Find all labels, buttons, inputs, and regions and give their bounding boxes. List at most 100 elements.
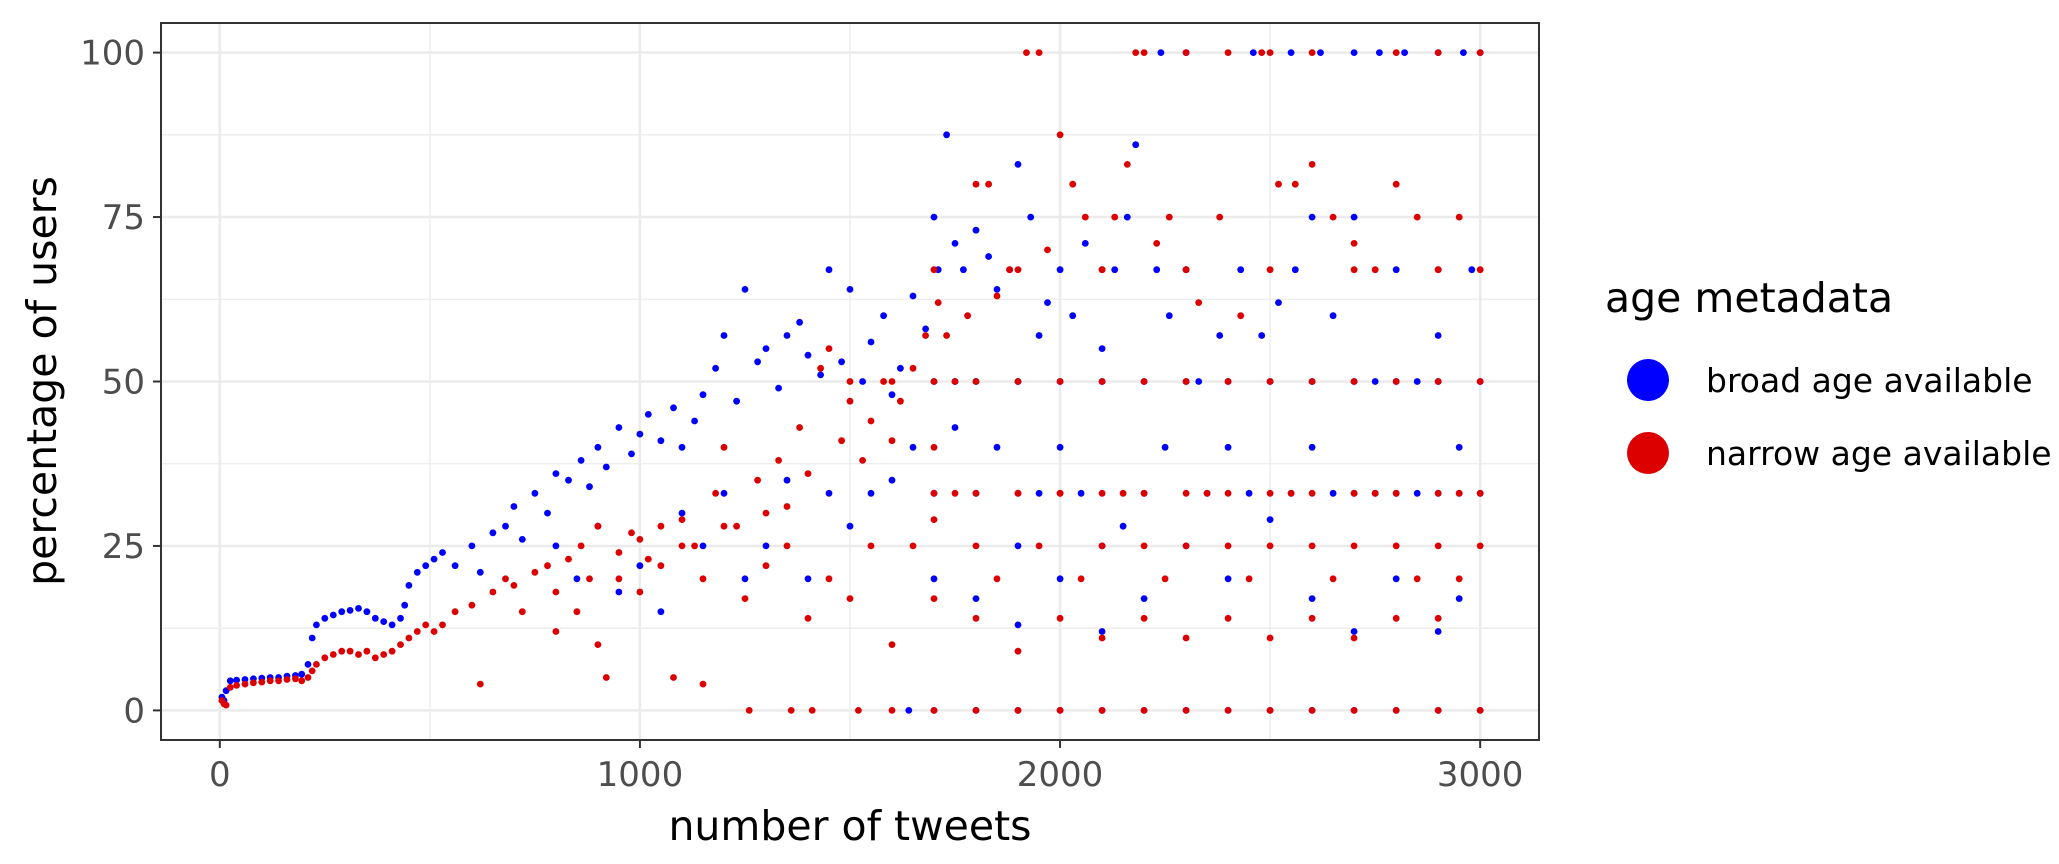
data-point [1111, 213, 1119, 221]
data-point [1077, 489, 1085, 497]
data-point [846, 595, 854, 602]
data-point [283, 676, 291, 683]
data-point [745, 707, 753, 714]
data-point [1434, 542, 1442, 550]
data-point [859, 457, 866, 464]
data-point [329, 651, 337, 658]
data-point [1140, 489, 1148, 497]
data-point [1266, 378, 1274, 385]
data-point [1476, 49, 1484, 56]
data-point [1249, 49, 1257, 56]
data-point [1182, 489, 1190, 497]
data-point [825, 575, 833, 583]
data-point [1329, 213, 1337, 221]
data-point [1056, 575, 1064, 583]
data-point [1266, 516, 1274, 523]
legend-key-broad-age [1627, 359, 1669, 401]
data-point [1308, 489, 1316, 497]
data-point [993, 286, 1001, 293]
data-point [1329, 575, 1337, 583]
data-point [586, 483, 593, 491]
data-point [1291, 180, 1299, 188]
data-point [531, 489, 539, 497]
data-point [1413, 489, 1421, 497]
data-point [1140, 378, 1148, 385]
data-point [783, 503, 791, 510]
data-point [1266, 489, 1274, 497]
data-point [1182, 378, 1190, 385]
data-point [972, 180, 980, 188]
data-point [1044, 246, 1051, 254]
data-point [313, 661, 320, 668]
data-point [934, 299, 942, 306]
data-point [1014, 161, 1022, 168]
data-point [922, 325, 929, 333]
data-point [602, 674, 610, 681]
data-point [1350, 634, 1358, 642]
data-point [1182, 542, 1190, 550]
data-point [678, 542, 686, 550]
data-point [867, 542, 875, 550]
data-point [972, 489, 980, 497]
data-point [699, 391, 707, 399]
data-point [922, 332, 929, 339]
data-point [867, 489, 875, 497]
data-point [304, 661, 312, 668]
data-point [636, 536, 644, 543]
data-point [1371, 489, 1379, 497]
data-point [1266, 634, 1274, 642]
data-point [930, 213, 938, 221]
data-point [1224, 489, 1232, 497]
data-point [1224, 614, 1232, 622]
data-point [783, 332, 791, 339]
data-point [972, 614, 980, 622]
data-point [972, 226, 980, 234]
data-point [1371, 378, 1379, 385]
data-point [1056, 707, 1064, 714]
data-point [1308, 161, 1316, 168]
data-point [960, 266, 967, 274]
data-point [531, 568, 539, 576]
data-point [544, 509, 551, 517]
data-point [741, 575, 749, 583]
data-point [586, 575, 593, 583]
data-point [951, 240, 959, 247]
data-point [405, 634, 413, 642]
data-point [678, 516, 686, 523]
data-point [250, 679, 257, 687]
data-point [880, 312, 887, 320]
data-point [413, 628, 421, 635]
data-point [338, 608, 346, 616]
data-point [308, 667, 316, 675]
data-point [1476, 378, 1484, 385]
data-point [1245, 489, 1253, 497]
data-point [825, 489, 833, 497]
data-point [1140, 614, 1148, 622]
data-point [909, 292, 917, 300]
data-point [909, 443, 917, 451]
data-point [1014, 647, 1022, 655]
data-point [1275, 180, 1282, 188]
data-point [304, 674, 312, 681]
data-point [577, 457, 585, 464]
data-point [1308, 707, 1316, 714]
data-point [880, 378, 887, 385]
data-point [808, 707, 816, 714]
data-point [985, 253, 992, 260]
data-point [1044, 299, 1051, 306]
data-point [1023, 49, 1030, 56]
data-point [1161, 575, 1169, 583]
data-point [699, 680, 707, 688]
data-point [1132, 141, 1140, 149]
data-point [1434, 707, 1442, 714]
data-point [371, 614, 379, 622]
data-point [678, 509, 686, 517]
data-point [1434, 49, 1442, 56]
data-point [266, 677, 274, 685]
data-point [510, 503, 518, 510]
legend-key-narrow-age [1627, 432, 1669, 474]
data-point [1287, 489, 1295, 497]
data-point [1413, 378, 1421, 385]
x-axis-title: number of tweets [668, 802, 1031, 850]
data-point [1455, 213, 1463, 221]
